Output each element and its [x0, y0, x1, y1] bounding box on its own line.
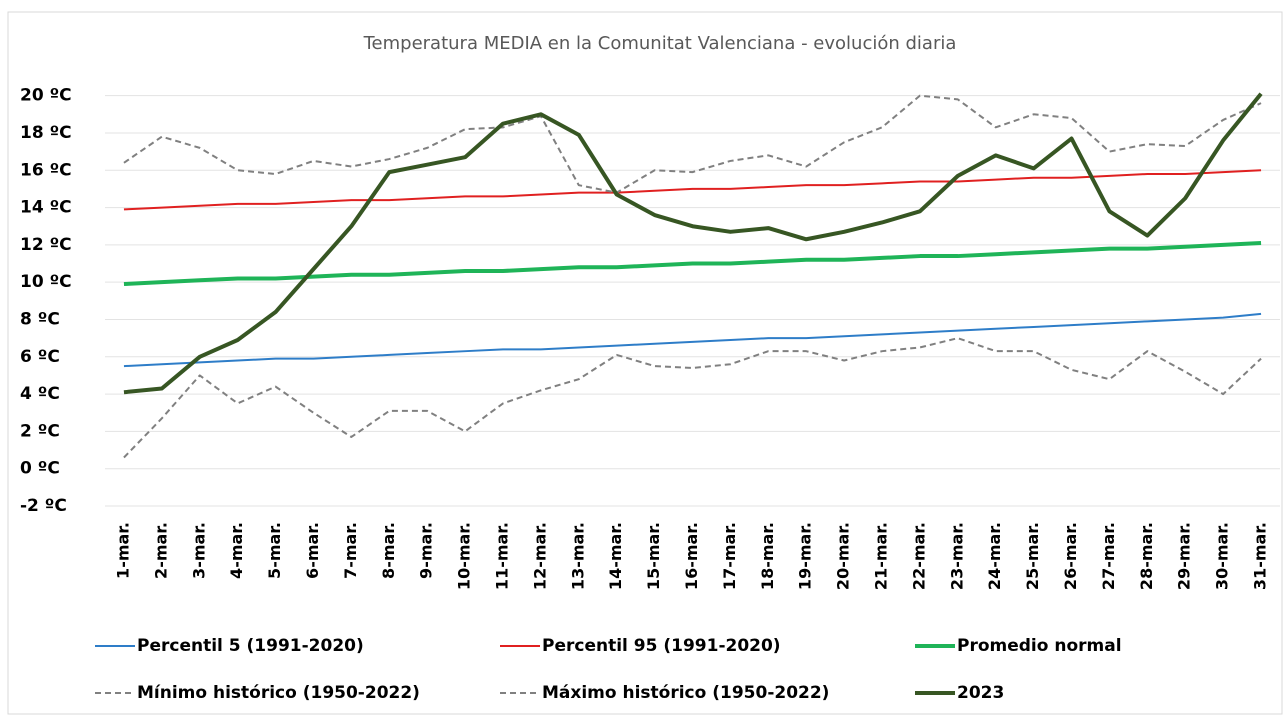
- x-tick-label: 17-mar.: [720, 522, 739, 590]
- x-tick-label: 29-mar.: [1175, 522, 1194, 590]
- y-tick-label: 16 ºC: [20, 160, 72, 180]
- legend-label: 2023: [957, 683, 1004, 703]
- x-tick-label: 8-mar.: [379, 522, 398, 579]
- x-tick-label: 28-mar.: [1137, 522, 1156, 590]
- x-tick-label: 21-mar.: [872, 522, 891, 590]
- x-tick-label: 2-mar.: [151, 522, 170, 579]
- x-tick-label: 3-mar.: [189, 522, 208, 579]
- chart-frame: [7, 11, 1283, 715]
- x-tick-label: 25-mar.: [1023, 522, 1042, 590]
- series-line: [123, 169, 1262, 211]
- x-tick-label: 6-mar.: [303, 522, 322, 579]
- x-tick-label: 1-mar.: [113, 522, 132, 579]
- y-tick-label: 6 ºC: [20, 347, 60, 367]
- x-tick-label: 13-mar.: [568, 522, 587, 590]
- legend-label: Percentil 95 (1991-2020): [542, 636, 781, 656]
- y-tick-label: 18 ºC: [20, 123, 72, 143]
- x-tick-label: 26-mar.: [1061, 522, 1080, 590]
- legend-label: Promedio normal: [957, 636, 1122, 656]
- y-tick-label: 2 ºC: [20, 421, 60, 441]
- y-tick-label: 4 ºC: [20, 384, 60, 404]
- x-tick-label: 19-mar.: [796, 522, 815, 590]
- x-tick-label: 15-mar.: [644, 522, 663, 590]
- x-tick-label: 22-mar.: [909, 522, 928, 590]
- series-line: [123, 92, 1263, 395]
- x-tick-label: 18-mar.: [758, 522, 777, 590]
- x-tick-label: 12-mar.: [530, 522, 549, 590]
- x-tick-label: 20-mar.: [834, 522, 853, 590]
- y-tick-label: 14 ºC: [20, 198, 72, 218]
- series-line: [123, 241, 1262, 287]
- x-tick-label: 7-mar.: [341, 522, 360, 579]
- x-tick-label: 31-mar.: [1251, 522, 1270, 590]
- x-tick-label: 4-mar.: [227, 522, 246, 579]
- x-tick-label: 23-mar.: [947, 522, 966, 590]
- legend-label: Percentil 5 (1991-2020): [137, 636, 364, 656]
- y-tick-label: 20 ºC: [20, 86, 72, 106]
- y-tick-label: -2 ºC: [20, 496, 67, 516]
- x-tick-label: 30-mar.: [1213, 522, 1232, 590]
- x-tick-label: 10-mar.: [455, 522, 474, 590]
- series-line: [123, 312, 1262, 368]
- legend-label: Mínimo histórico (1950-2022): [137, 683, 420, 703]
- series-line: [123, 94, 1262, 194]
- y-tick-label: 0 ºC: [20, 459, 60, 479]
- x-tick-label: 5-mar.: [265, 522, 284, 579]
- x-tick-label: 27-mar.: [1099, 522, 1118, 590]
- x-tick-label: 9-mar.: [417, 522, 436, 579]
- x-tick-label: 14-mar.: [606, 522, 625, 590]
- legend-label: Máximo histórico (1950-2022): [542, 683, 829, 703]
- y-tick-label: 12 ºC: [20, 235, 72, 255]
- x-tick-label: 11-mar.: [492, 522, 511, 590]
- y-tick-label: 10 ºC: [20, 272, 72, 292]
- x-tick-label: 24-mar.: [985, 522, 1004, 590]
- x-tick-label: 16-mar.: [682, 522, 701, 590]
- chart-title: Temperatura MEDIA en la Comunitat Valenc…: [363, 33, 957, 54]
- y-tick-label: 8 ºC: [20, 309, 60, 329]
